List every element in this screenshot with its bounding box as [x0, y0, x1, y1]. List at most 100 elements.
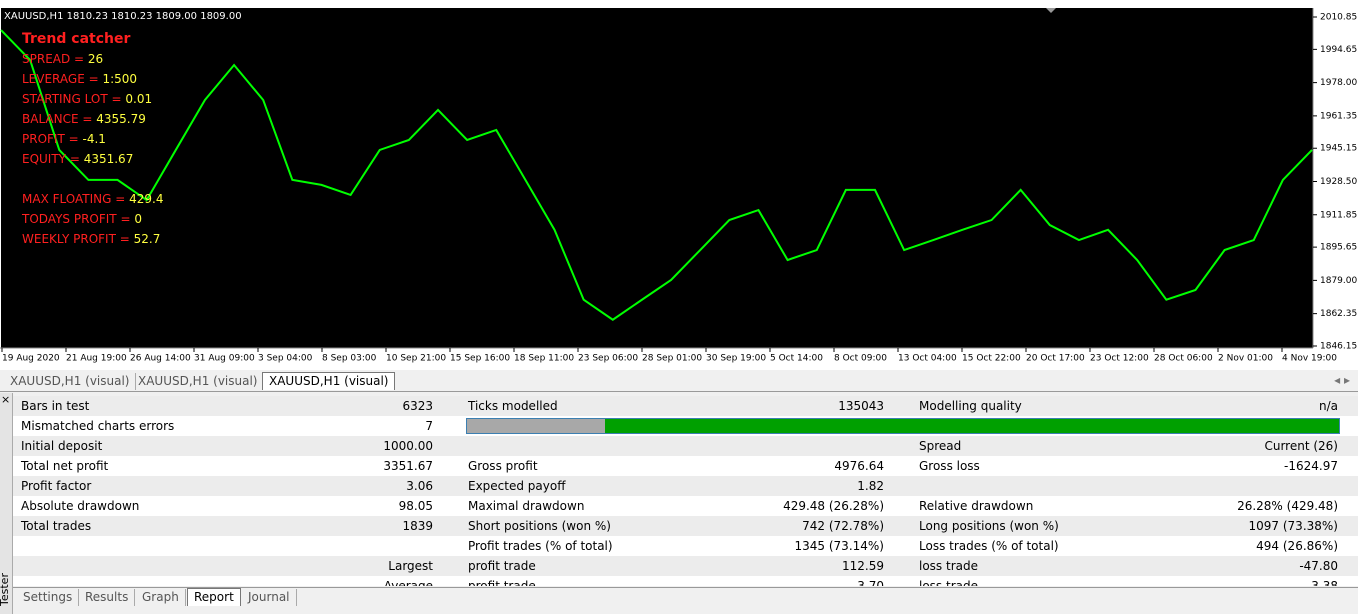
x-tick-label: 3 Sep 04:00: [258, 354, 313, 364]
overlay-label: WEEKLY PROFIT =: [22, 232, 134, 246]
report-cell: Largest: [388, 559, 433, 573]
x-tick-label: 26 Aug 14:00: [130, 354, 191, 364]
overlay-line: LEVERAGE = 1:500: [22, 72, 137, 86]
report-cell: -3.38: [1306, 579, 1338, 586]
overlay-value: 52.7: [134, 232, 161, 246]
y-tick-label: 1862.35: [1320, 309, 1357, 319]
report-cell: Expected payoff: [468, 479, 566, 493]
overlay-line: BALANCE = 4355.79: [22, 112, 146, 126]
report-cell: 742 (72.78%): [802, 519, 884, 533]
report-cell: Ticks modelled: [468, 399, 558, 413]
report-cell: 3.70: [857, 579, 884, 586]
report-cell: -47.80: [1299, 559, 1338, 573]
x-tick-label: 19 Aug 2020: [2, 354, 60, 364]
report-cell: 1000.00: [383, 439, 433, 453]
tab-scroll[interactable]: ◂ ▸: [1334, 373, 1350, 387]
report-cell: Average: [383, 579, 433, 586]
report-cell: Short positions (won %): [468, 519, 611, 533]
report-row: Mismatched charts errors 7: [13, 416, 1358, 436]
report-row: Initial deposit 1000.00 Spread Current (26): [13, 436, 1358, 456]
side-bar: × Tester: [0, 393, 13, 614]
report-cell: profit trade: [468, 559, 536, 573]
x-tick-label: 10 Sep 21:00: [386, 354, 446, 364]
x-tick-label: 8 Sep 03:00: [322, 354, 377, 364]
report-cell: Total net profit: [21, 459, 109, 473]
overlay-line: SPREAD = 26: [22, 52, 103, 66]
report-table: Bars in test 6323 Ticks modelled 135043 Mode…: [13, 396, 1358, 586]
y-tick-label: 1994.65: [1320, 45, 1357, 55]
report-cell: 1839: [402, 519, 433, 533]
report-cell: loss trade: [919, 559, 978, 573]
report-row: Bars in test 6323 Ticks modelled 135043 Mode…: [13, 396, 1358, 416]
overlay-title: Trend catcher: [22, 31, 130, 47]
report-row: Total net profit 3351.67 Gross profit 4976.…: [13, 456, 1358, 476]
overlay-value: 429.4: [129, 192, 163, 206]
chart-tab[interactable]: XAUUSD,H1 (visual): [4, 373, 137, 390]
x-tick-label: 28 Sep 01:00: [642, 354, 702, 364]
report-cell: profit trade: [468, 579, 536, 586]
y-tick-label: 1961.35: [1320, 111, 1357, 121]
report-cell: 1.82: [857, 479, 884, 493]
tester-tab[interactable]: Report: [187, 588, 241, 606]
chart-header: XAUUSD,H1 1810.23 1810.23 1809.00 1809.0…: [4, 11, 242, 22]
x-tick-label: 18 Sep 11:00: [514, 354, 574, 364]
tester-tab[interactable]: Results: [79, 589, 136, 606]
overlay-line: TODAYS PROFIT = 0: [21, 212, 142, 226]
overlay-value: 0.01: [125, 92, 152, 106]
overlay-label: TODAYS PROFIT =: [21, 212, 134, 226]
overlay-label: STARTING LOT =: [22, 92, 125, 106]
chart-tab[interactable]: XAUUSD,H1 (visual): [262, 372, 396, 390]
report-cell: 135043: [838, 399, 884, 413]
report-cell: 1097 (73.38%): [1248, 519, 1338, 533]
report-cell: Current (26): [1264, 439, 1338, 453]
tester-tab[interactable]: Graph: [136, 589, 186, 606]
overlay-line: PROFIT = -4.1: [22, 132, 106, 146]
chart-tab[interactable]: XAUUSD,H1 (visual): [132, 373, 265, 390]
report-cell: Loss trades (% of total): [919, 539, 1059, 553]
report-row: Absolute drawdown 98.05 Maximal drawdown 42…: [13, 496, 1358, 516]
shift-marker: [1046, 8, 1056, 13]
y-tick-label: 1928.50: [1320, 177, 1357, 187]
y-tick-label: 1879.00: [1320, 276, 1357, 286]
overlay-line: EQUITY = 4351.67: [22, 152, 133, 166]
y-tick-label: 1846.15: [1320, 342, 1357, 352]
report-row: Largest profit trade 112.59 loss trade -47.8…: [13, 556, 1358, 576]
close-button[interactable]: ×: [1, 393, 11, 406]
report-cell: Profit trades (% of total): [468, 539, 613, 553]
y-tick-label: 1945.15: [1320, 144, 1357, 154]
report-cell: n/a: [1318, 399, 1338, 413]
report-cell: Mismatched charts errors: [21, 419, 175, 433]
overlay-value: 0: [134, 212, 142, 226]
tester-tab[interactable]: Journal: [242, 589, 297, 606]
report-cell: 494 (26.86%): [1256, 539, 1338, 553]
overlay-label: LEVERAGE =: [22, 72, 102, 86]
overlay-value: -4.1: [82, 132, 105, 146]
x-tick-label: 30 Sep 19:00: [706, 354, 766, 364]
tester-tab[interactable]: Settings: [17, 589, 80, 606]
report-cell: -1624.97: [1284, 459, 1338, 473]
overlay-value: 26: [88, 52, 103, 66]
report-cell: Initial deposit: [21, 439, 103, 453]
report-cell: Spread: [919, 439, 962, 453]
y-tick-label: 2010.85: [1320, 13, 1357, 23]
report-cell: loss trade: [919, 579, 978, 586]
report-cell: Total trades: [21, 519, 92, 533]
y-tick-label: 1978.00: [1320, 78, 1357, 88]
overlay-label: BALANCE =: [22, 112, 96, 126]
progress-bar: [466, 418, 1340, 434]
report-cell: Relative drawdown: [919, 499, 1034, 513]
chart-tabs: XAUUSD,H1 (visual) XAUUSD,H1 (visual) XAUU…: [0, 371, 1358, 392]
overlay-value: 1:500: [102, 72, 137, 86]
progress-gray: [467, 419, 605, 433]
report-cell: 26.28% (429.48): [1237, 499, 1338, 513]
overlay-line: STARTING LOT = 0.01: [22, 92, 152, 106]
x-tick-label: 21 Aug 19:00: [66, 354, 127, 364]
x-tick-label: 4 Nov 19:00: [1282, 354, 1337, 364]
side-label: Tester: [0, 573, 11, 606]
report-cell: Bars in test: [21, 399, 90, 413]
overlay-label: EQUITY =: [22, 152, 84, 166]
report-row: Profit trades (% of total) 1345 (73.14%) L…: [13, 536, 1358, 556]
report-cell: 6323: [402, 399, 433, 413]
report-cell: Profit factor: [21, 479, 92, 493]
